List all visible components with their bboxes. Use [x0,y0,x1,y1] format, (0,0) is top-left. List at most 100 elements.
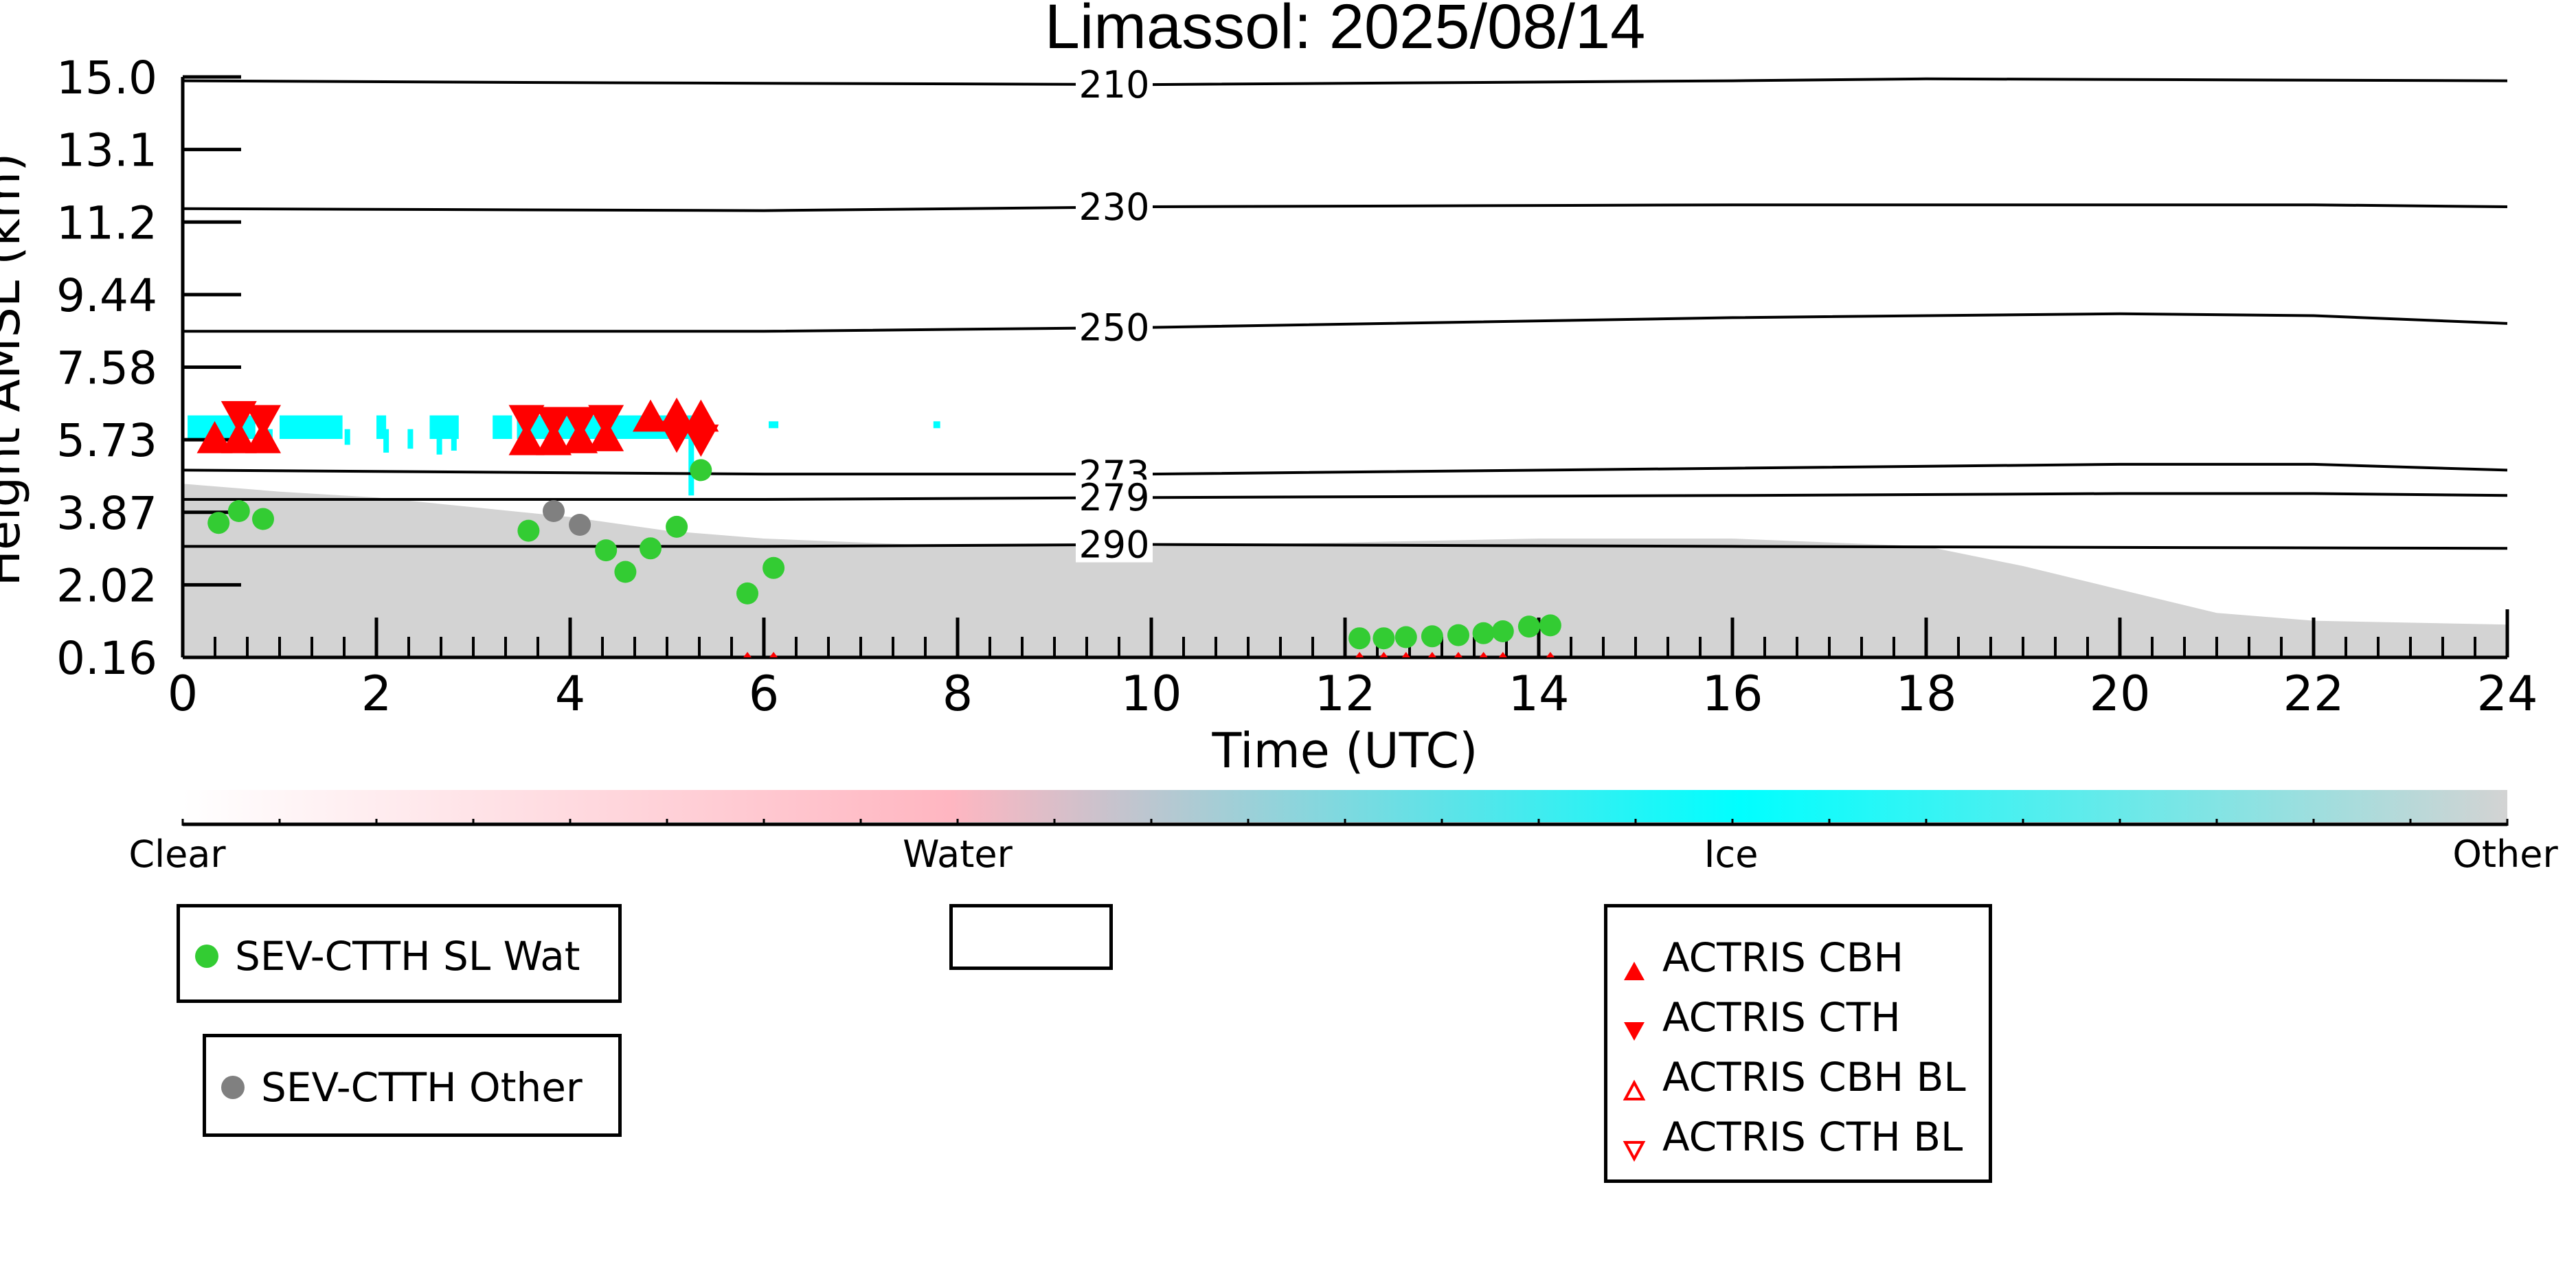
legend-box-sev-other: SEV-CTTH Other [203,1034,622,1137]
marker-sev-ctth-sl-wat [666,515,688,538]
x-tick-label: 8 [942,666,973,722]
legend-entry-actris-cbh-bl: ACTRIS CBH BL [1607,1050,1966,1105]
legend-label: ACTRIS CBH [1662,934,1904,981]
gray-circle-icon [221,1076,245,1099]
triangle-down-outline-icon [1623,1125,1646,1162]
marker-sev-ctth-sl-wat [1517,615,1540,638]
contour-230 [182,203,2508,212]
ice-streak [451,429,457,451]
contour-label-bg [1076,67,1153,103]
y-tick-label: 9.44 [56,269,157,322]
triangle-up-outline-icon [1623,1065,1646,1100]
marker-actris-cbh [508,422,545,455]
legend-box-empty [949,904,1113,970]
contour-label: 279 [1078,476,1149,519]
triangle-up-icon [1623,946,1646,980]
marker-actris-cbh-edge [1401,652,1410,657]
marker-actris-cbh [196,420,233,453]
y-tick-label: 11.2 [56,196,157,249]
x-tick-label: 24 [2476,666,2538,722]
colorbar-label-other: Other [2452,833,2558,876]
ice-streak [407,429,414,449]
ice-cloud [280,415,343,439]
marker-sev-ctth-sl-wat [1539,614,1561,637]
legend-box-actris: ACTRIS CBH ACTRIS CTH ACTRIS CBH BL ACTR… [1604,904,1992,1183]
x-tick-label: 20 [2089,666,2150,722]
marker-sev-ctth-sl-wat [595,539,618,562]
marker-sev-ctth-sl-wat [614,561,637,583]
ice-streak [688,429,694,496]
y-tick-label: 5.73 [56,414,157,467]
marker-sev-ctth-sl-wat [252,508,274,530]
contour-279 [183,492,2508,501]
y-tick-label: 15.0 [56,52,157,104]
x-tick-label: 10 [1120,666,1182,722]
ice-streak [383,429,389,453]
ice-fleck [769,421,779,429]
colorbar: Clear Water Ice Other [128,790,2558,876]
marker-actris-cbh-edge [1498,652,1507,657]
y-tick-label: 0.16 [56,632,157,685]
marker-sev-ctth-sl-wat [207,512,230,534]
contour-250 [183,312,2508,333]
marker-sev-ctth-sl-wat [1491,620,1514,642]
marker-sev-ctth-sl-wat [690,459,712,482]
other-field [183,484,2507,657]
marker-sev-ctth-sl-wat [1348,627,1371,650]
x-tick-label: 4 [555,666,586,722]
contour-label-bg [1076,479,1153,516]
marker-actris-cbh-edge [1454,652,1462,657]
triangle-down-icon [1623,1006,1646,1041]
x-tick-label: 22 [2283,666,2344,722]
marker-sev-ctth-sl-wat [1421,625,1443,648]
marker-sev-ctth-other [543,500,565,522]
marker-actris-cth [508,405,545,438]
contour-label-bg [1076,309,1153,346]
ice-streak [436,429,442,455]
x-tick-label: 0 [168,666,199,722]
axes: 0 2 4 6 8 10 12 14 16 18 20 22 240.162.023.875.737.5… [56,52,2538,722]
marker-actris-cbh-edge [769,652,778,657]
marker-sev-ctth-sl-wat [227,500,250,522]
legend-label: ACTRIS CBH BL [1662,1054,1966,1100]
marker-sev-ctth-sl-wat [1447,624,1469,646]
x-tick-label: 16 [1702,666,1763,722]
colorbar-label-clear: Clear [128,833,226,876]
contour-273 [182,462,2508,476]
legend-entry-sev-wat: SEV-CTTH SL Wat [180,929,580,984]
marker-sev-ctth-sl-wat [762,556,785,579]
legend-entry-sev-other: SEV-CTTH Other [206,1060,583,1115]
x-tick-label: 12 [1314,666,1375,722]
colorbar-label-water: Water [903,833,1013,876]
marker-actris-cth [562,407,598,440]
contour-label-bg [1076,189,1153,225]
legend-entry-actris-cth-bl: ACTRIS CTH BL [1607,1109,1963,1164]
x-tick-label: 6 [749,666,780,722]
marker-actris-cbh-edge [1427,652,1436,657]
legend-label: ACTRIS CTH BL [1662,1114,1963,1160]
chart-title: Limassol: 2025/08/14 [1045,0,1646,62]
green-circle-icon [195,945,218,968]
colorbar-ticks [181,819,2509,826]
contour-210 [182,77,2508,87]
legend-entry-actris-cth: ACTRIS CTH [1607,990,1901,1045]
marker-sev-ctth-other [569,514,591,536]
marker-sev-ctth-sl-wat [1394,626,1417,648]
x-axis-label: Time (UTC) [1212,723,1478,779]
y-tick-label: 3.87 [56,487,157,540]
legend-label: ACTRIS CTH [1662,994,1901,1041]
legend-label: SEV-CTTH Other [261,1064,583,1111]
y-tick-label: 13.1 [56,124,157,177]
markers [196,397,1561,657]
y-tick-label: 2.02 [56,559,157,612]
legend-entry-actris-cbh: ACTRIS CBH [1607,930,1903,985]
legend-box-sev-wat: SEV-CTTH SL Wat [177,904,622,1003]
marker-actris-cbh [633,399,669,432]
ice-cloud [493,415,512,439]
marker-actris-cbh-edge [1355,652,1364,657]
marker-actris-cth [588,405,624,438]
ice-fleck [933,421,940,429]
